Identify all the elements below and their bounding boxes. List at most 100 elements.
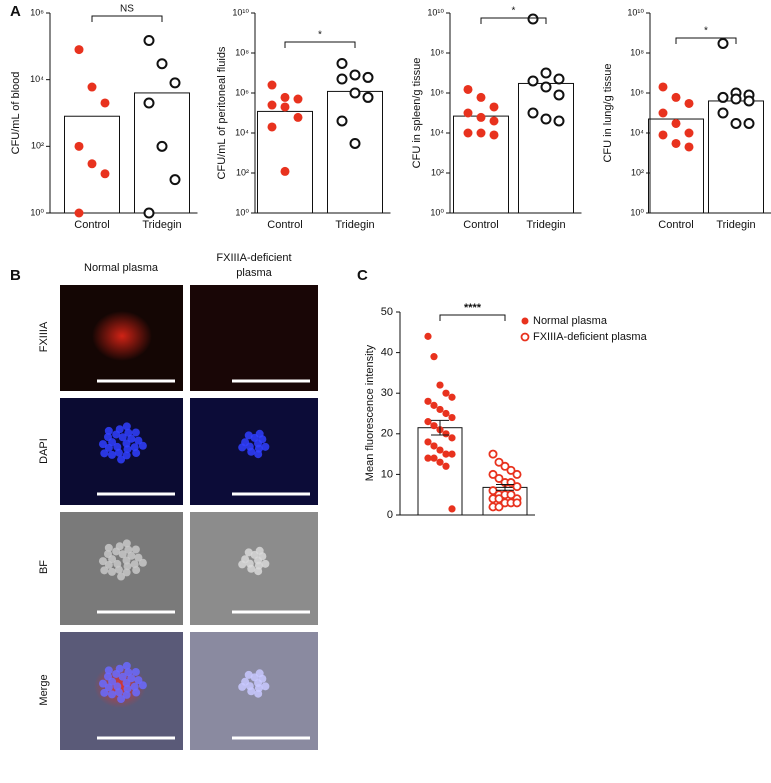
cell (127, 434, 136, 443)
significance-bracket (675, 37, 737, 44)
data-point (424, 438, 432, 446)
y-axis-label: CFU in lung/g tissue (602, 63, 614, 162)
y-tick-label: 10⁴ (30, 74, 44, 84)
cell (107, 450, 116, 459)
significance-label: * (318, 30, 322, 41)
legend-label: FXIIIA-deficient plasma (533, 331, 648, 343)
data-point (436, 405, 444, 414)
data-point (448, 505, 456, 513)
cell (131, 667, 140, 676)
data-point (476, 92, 486, 102)
cell (123, 445, 132, 454)
data-point (156, 140, 168, 152)
data-point (143, 207, 155, 219)
cell (115, 542, 124, 551)
error-bar (431, 419, 449, 436)
data-point (671, 118, 681, 128)
data-point (442, 389, 450, 397)
cell (238, 682, 247, 691)
y-tick-label: 10⁶ (30, 7, 44, 17)
cell (104, 683, 113, 692)
cell (238, 443, 247, 452)
y-tick-label: 10⁴ (630, 127, 644, 137)
cell (123, 684, 132, 693)
cell (247, 564, 256, 573)
data-point (74, 45, 84, 55)
y-tick-label: 10¹⁰ (627, 7, 644, 17)
y-tick-label: 10⁸ (235, 47, 249, 57)
data-point (349, 87, 361, 99)
cell (127, 551, 136, 560)
data-point (658, 108, 668, 118)
data-point (336, 73, 348, 85)
data-point (442, 409, 450, 418)
cell (98, 679, 107, 688)
y-tick-label: 10⁰ (430, 207, 444, 217)
data-point (717, 37, 729, 49)
data-point (442, 430, 450, 438)
data-point (743, 95, 755, 107)
bar (708, 100, 764, 214)
x-tick-label: Control (658, 219, 693, 231)
data-point (448, 450, 456, 458)
data-point (671, 92, 681, 102)
cell (124, 545, 133, 554)
data-point (430, 454, 438, 462)
cell (114, 688, 123, 697)
scale-bars (97, 379, 310, 740)
cell (244, 670, 253, 679)
legend-marker (520, 332, 530, 342)
cell (104, 666, 113, 675)
data-point (424, 332, 432, 340)
cell (247, 687, 256, 696)
x-tick-label: Control (463, 219, 498, 231)
cell (122, 422, 131, 431)
cell (127, 674, 136, 683)
cell (103, 550, 112, 559)
data-point (500, 461, 510, 471)
data-point (489, 130, 499, 140)
panel-label: A (10, 3, 21, 20)
significance-label: NS (120, 4, 134, 15)
bar (257, 110, 313, 214)
data-point (156, 58, 168, 70)
cell (138, 441, 147, 450)
cell (255, 669, 264, 678)
cell (261, 682, 270, 691)
y-tick-label: 50 (381, 306, 393, 318)
cell (238, 560, 247, 569)
data-point (362, 71, 374, 83)
data-point (463, 108, 473, 118)
data-point (684, 142, 694, 152)
x-tick-label: Control (74, 219, 109, 231)
cell (98, 557, 107, 566)
x-tick-label: Tridegin (526, 219, 565, 231)
data-point (430, 353, 438, 361)
data-point (488, 469, 498, 479)
data-point (169, 77, 181, 89)
cell (100, 566, 109, 575)
data-point (658, 82, 668, 92)
significance-label: * (704, 26, 708, 37)
y-tick-label: 10⁶ (630, 87, 644, 97)
y-tick-label: 10² (236, 167, 249, 177)
y-tick-label: 10⁰ (630, 207, 644, 217)
cell (114, 448, 123, 457)
data-point (527, 13, 539, 25)
y-tick-label: 10² (31, 141, 44, 151)
data-point (87, 82, 97, 92)
y-tick-label: 10¹⁰ (232, 7, 249, 17)
cell (114, 565, 123, 574)
x-tick-label: Tridegin (142, 219, 181, 231)
y-axis-label: CFU in spleen/g tissue (411, 58, 423, 169)
data-point (553, 89, 565, 101)
data-point (506, 465, 516, 475)
row-label: DAPI (38, 438, 50, 464)
cell (123, 562, 132, 571)
cell (254, 567, 263, 576)
data-point (100, 169, 110, 179)
data-point (267, 80, 277, 90)
cell (107, 567, 116, 576)
data-point (424, 418, 432, 426)
